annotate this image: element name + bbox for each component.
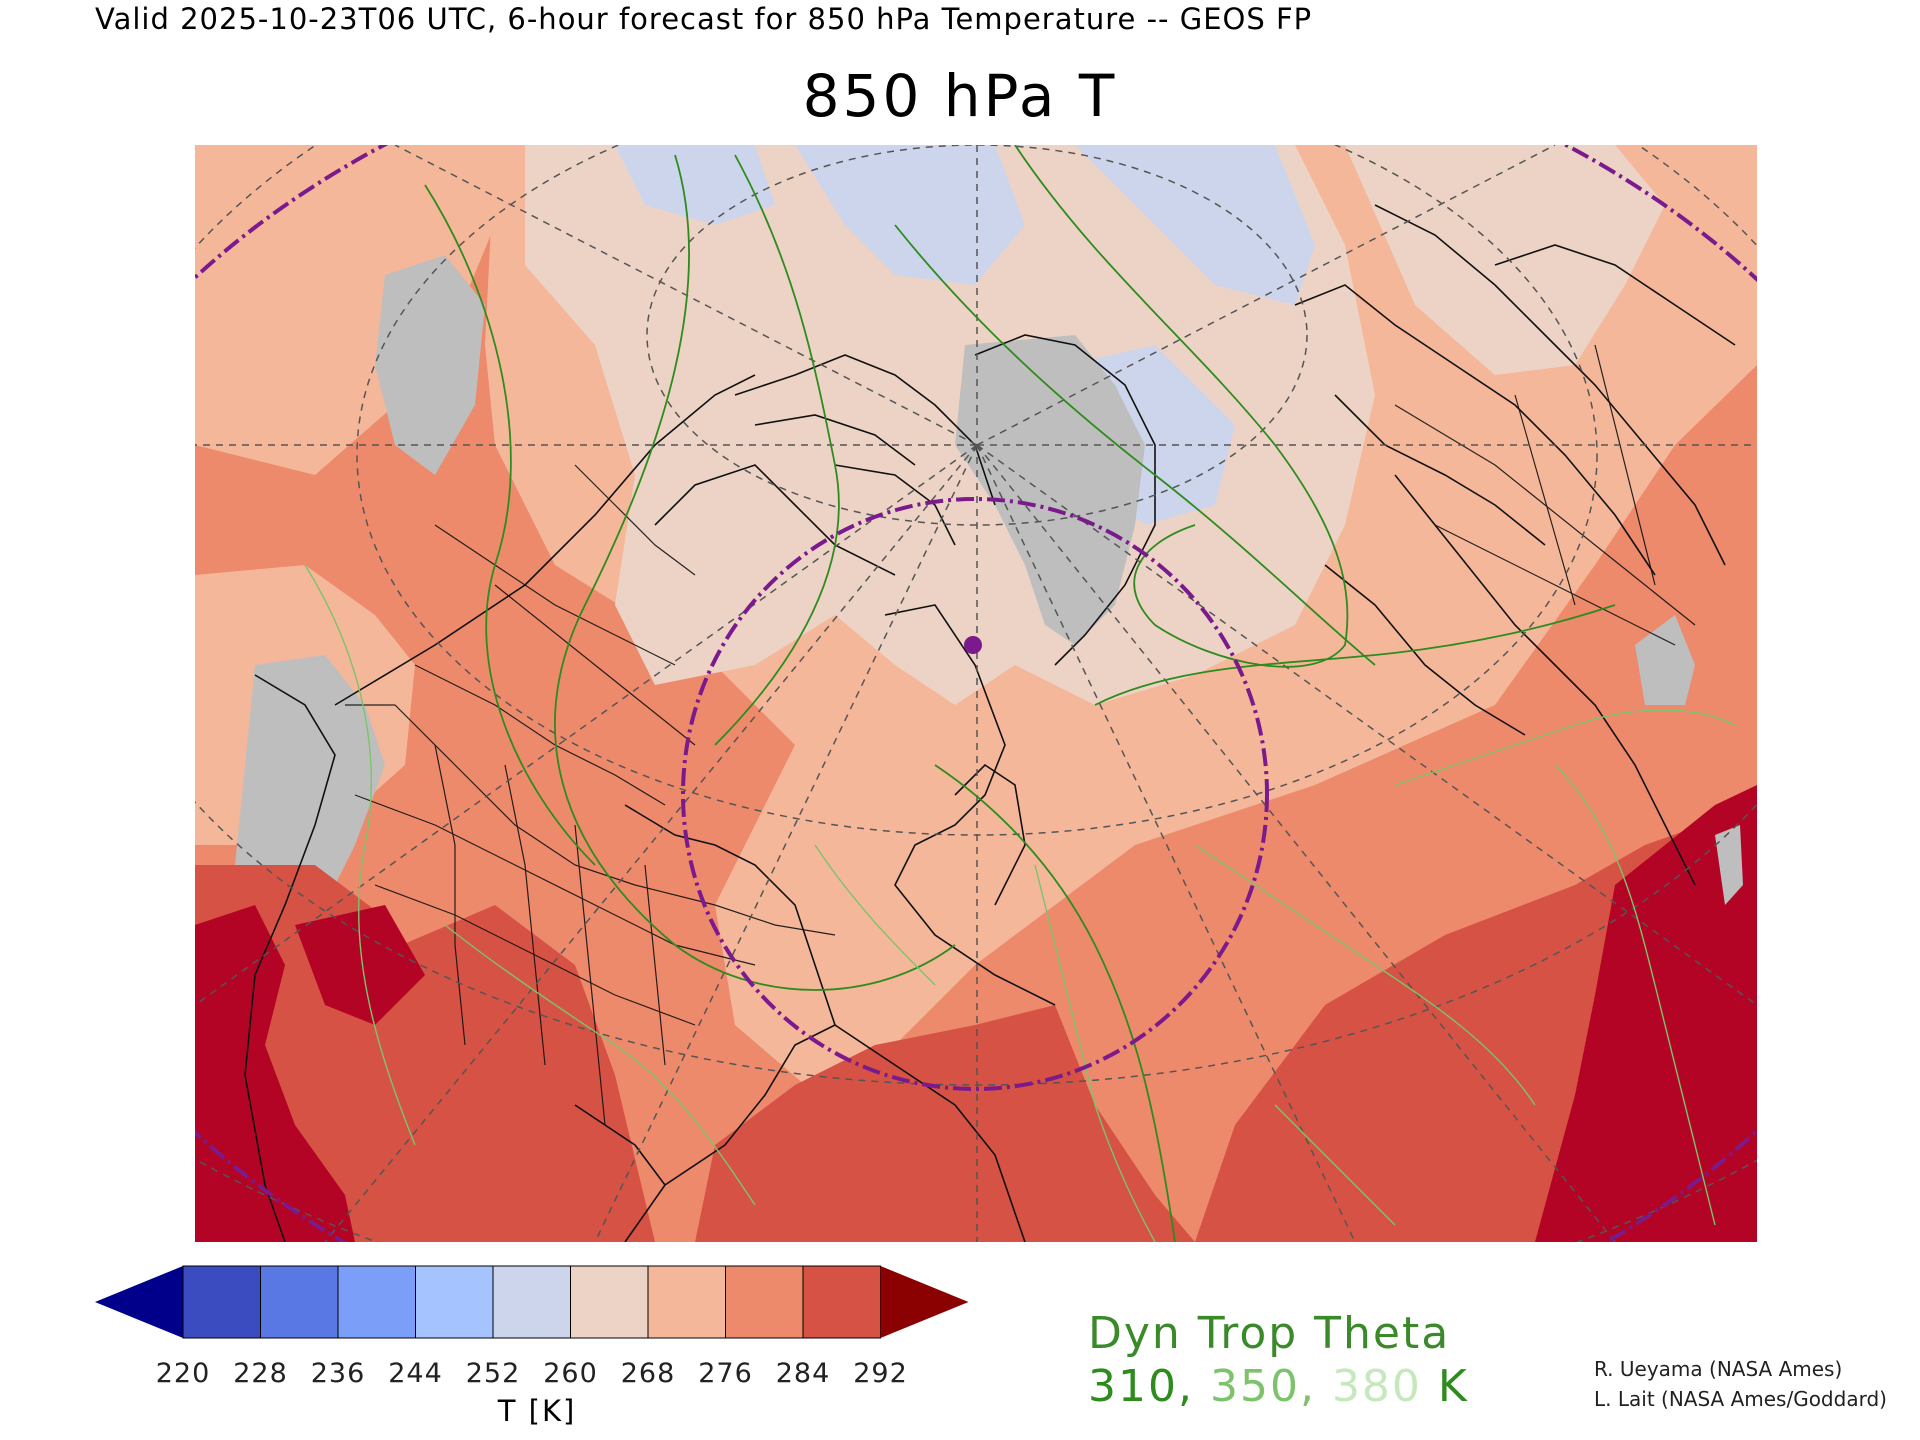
colorbar-tick-label: 276 bbox=[698, 1358, 753, 1389]
region-gray-asia bbox=[1635, 615, 1695, 705]
colorbar-box bbox=[337, 1265, 416, 1339]
colorbar-box bbox=[725, 1265, 804, 1339]
colorbar-tick-label: 220 bbox=[155, 1358, 211, 1389]
plot-title: 850 hPa T bbox=[802, 62, 1118, 130]
credit-line-1: R. Ueyama (NASA Ames) bbox=[1594, 1357, 1843, 1381]
region-gray-himalaya bbox=[1715, 825, 1743, 905]
colorbar-tick-label: 252 bbox=[465, 1358, 521, 1389]
country-borders bbox=[345, 344, 1696, 1126]
legend-unit: K bbox=[1437, 1361, 1469, 1412]
legend-value-380: 380 bbox=[1331, 1361, 1422, 1412]
legend-value-310: 310, bbox=[1088, 1361, 1194, 1412]
colorbar-box bbox=[182, 1265, 261, 1339]
colorbar-box bbox=[570, 1265, 649, 1339]
theta-contours-310 bbox=[424, 145, 1616, 1242]
colorbar-tick-label: 260 bbox=[543, 1358, 598, 1389]
temperature-colorbar bbox=[95, 1265, 969, 1339]
region-gray-greenland bbox=[955, 335, 1145, 645]
colorbar-unit-label: T [K] bbox=[497, 1394, 577, 1428]
colorbar-tick-label: 284 bbox=[775, 1358, 831, 1389]
colorbar-box bbox=[260, 1265, 339, 1339]
legend-value-350: 350, bbox=[1209, 1361, 1316, 1412]
region-268-west bbox=[195, 145, 525, 475]
region-284-atlantic bbox=[695, 1005, 1195, 1242]
colorbar-box bbox=[492, 1265, 571, 1339]
colorbar-tick-label: 228 bbox=[233, 1358, 288, 1389]
region-260-europe bbox=[1345, 145, 1665, 375]
region-blue-arctic-2 bbox=[795, 145, 1025, 285]
colorbar-box bbox=[802, 1265, 881, 1339]
colorbar-tick-label: 244 bbox=[388, 1358, 443, 1389]
credit-line-2: L. Lait (NASA Ames/Goddard) bbox=[1594, 1387, 1887, 1411]
colorbar-under-triangle bbox=[95, 1266, 183, 1338]
graticule bbox=[195, 145, 1757, 1242]
colorbar-tick-label: 292 bbox=[853, 1358, 908, 1389]
region-292-west bbox=[195, 905, 355, 1242]
legend-contour-values: 310, 350, 380 K bbox=[1088, 1361, 1469, 1412]
region-284-pacific-south bbox=[355, 905, 655, 1242]
temperature-map bbox=[195, 145, 1757, 1242]
colorbar-tick-label: 236 bbox=[310, 1358, 366, 1389]
colorbar-box bbox=[415, 1265, 494, 1339]
region-292-mexico bbox=[295, 905, 425, 1025]
colorbar-box bbox=[647, 1265, 726, 1339]
region-blue-arctic bbox=[615, 145, 775, 225]
credits: R. Ueyama (NASA Ames) L. Lait (NASA Ames… bbox=[1594, 1354, 1887, 1414]
coastlines bbox=[244, 204, 1736, 1242]
theta-contours-350 bbox=[304, 564, 1736, 1242]
region-260-arctic bbox=[525, 145, 1375, 705]
legend-title: Dyn Trop Theta bbox=[1088, 1308, 1451, 1359]
colorbar-over-triangle bbox=[880, 1266, 969, 1338]
colorbar-tick-label: 268 bbox=[620, 1358, 676, 1389]
region-gray-alaska bbox=[375, 255, 485, 475]
projection-rings bbox=[195, 145, 1757, 1242]
region-292-africa bbox=[1535, 785, 1757, 1242]
center-marker bbox=[964, 636, 982, 654]
valid-time-header: Valid 2025-10-23T06 UTC, 6-hour forecast… bbox=[95, 2, 1313, 36]
inner-ring bbox=[681, 497, 1269, 1091]
region-blue-arctic-3 bbox=[1075, 145, 1315, 305]
